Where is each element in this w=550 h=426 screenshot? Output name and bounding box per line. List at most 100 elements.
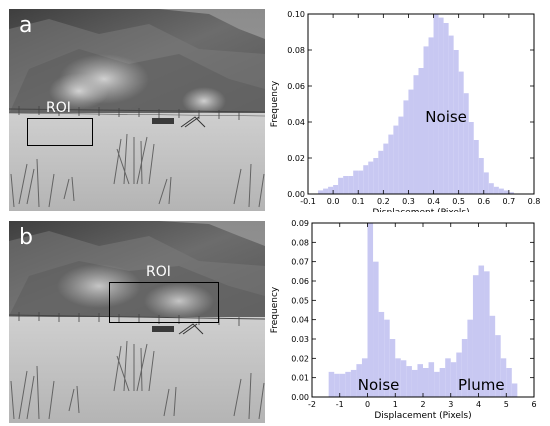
histogram-bar	[423, 46, 429, 195]
histogram-bar	[453, 50, 459, 194]
y-tick-label: 0.03	[291, 335, 309, 344]
histogram-bar	[318, 190, 324, 194]
y-tick-label: 0.06	[287, 82, 305, 91]
x-tick-label: 3	[448, 400, 453, 409]
histogram-bar	[373, 158, 379, 194]
x-tick-label: 0.6	[477, 197, 490, 206]
annotation-label: Plume	[458, 376, 505, 394]
x-tick-label: 0.3	[402, 197, 415, 206]
histogram-bar	[400, 360, 407, 397]
histogram-bar	[473, 140, 479, 194]
landscape-photo-b	[9, 221, 265, 423]
x-tick-label: 5	[504, 400, 509, 409]
histogram-bar	[358, 170, 364, 194]
histogram-bar	[434, 371, 440, 397]
histogram-svg-a: -0.1 0.0 0.1 0.2 0.3 0.4 0.5 0.6 0.7 0.8 0.00 0.02 0…	[270, 10, 540, 212]
histogram-bar	[503, 190, 509, 194]
panel-letter-b: b	[19, 225, 33, 250]
roi-label-b: ROI	[146, 264, 171, 280]
histogram-bar	[488, 183, 494, 194]
y-tick-label: 0.02	[287, 154, 305, 163]
x-tick-label: 6	[531, 400, 536, 409]
y-tick-label: 0.00	[291, 393, 309, 402]
histogram-bar	[333, 185, 339, 194]
y-tick-label: 0.09	[291, 219, 309, 228]
photo-b: b ROI	[9, 221, 265, 423]
histogram-bar	[398, 116, 404, 194]
histogram-bar	[506, 368, 512, 397]
histogram-bar	[388, 134, 394, 194]
x-tick-label: 0	[365, 400, 370, 409]
histogram-bar	[456, 352, 462, 397]
histogram-bar	[356, 364, 362, 397]
histogram-bar	[363, 165, 369, 194]
histogram-bar	[445, 358, 451, 397]
x-tick-label: 0.5	[452, 197, 465, 206]
histogram-bar	[443, 23, 449, 194]
histogram-bar	[403, 100, 409, 194]
histogram-bar	[361, 358, 368, 397]
histogram-bar	[493, 186, 499, 194]
y-tick-label: 0.08	[287, 46, 305, 55]
x-tick-label: 0.1	[352, 197, 365, 206]
histogram-bar	[378, 311, 385, 397]
y-tick-label: 0.07	[291, 258, 309, 267]
histogram-bar	[417, 364, 423, 397]
x-tick-label: 0.0	[327, 197, 340, 206]
histogram-bar	[408, 89, 414, 194]
x-tick-label: 4	[476, 400, 481, 409]
photo-a: a ROI	[9, 9, 265, 211]
histogram-bar	[467, 319, 473, 397]
histogram-bar	[339, 373, 346, 397]
x-tick-label: -2	[308, 400, 316, 409]
histogram-bar	[323, 188, 329, 194]
y-axis-label: Frequency	[270, 80, 280, 127]
y-tick-label: 0.05	[291, 296, 309, 305]
annotation-label: Noise	[358, 376, 400, 394]
histogram-bar	[461, 339, 468, 397]
histogram-bar	[448, 35, 454, 194]
histogram-bar	[498, 188, 504, 194]
histogram-bar	[384, 319, 390, 397]
x-tick-label: -1	[336, 400, 344, 409]
histogram-bar	[411, 369, 418, 397]
histogram-bar	[328, 371, 335, 397]
roi-box-b	[109, 282, 219, 323]
histogram-svg-b: -2 -1 0 1 2 3 4 5 6 0.00 0.01 0.02 0.03 0.04 0.05 0.06 0…	[270, 219, 537, 421]
x-tick-label: -0.1	[300, 197, 316, 206]
histogram-bar	[484, 271, 490, 397]
histogram-bar	[418, 68, 424, 194]
histogram-bar	[406, 366, 412, 397]
histogram-bar	[373, 261, 379, 397]
plot-frame	[307, 13, 535, 195]
histogram-chart-b: -2 -1 0 1 2 3 4 5 6 0.00 0.01 0.02 0.03 0.04 0.05 0.06 0…	[268, 212, 550, 424]
roi-box-a	[27, 118, 93, 146]
x-tick-label: 1	[393, 400, 398, 409]
landscape-photo-a	[9, 9, 265, 211]
y-tick-label: 0.02	[291, 354, 309, 363]
histogram-chart-a: -0.1 0.0 0.1 0.2 0.3 0.4 0.5 0.6 0.7 0.8 0.00 0.02 0…	[268, 0, 550, 212]
x-tick-label: 0.4	[427, 197, 440, 206]
histogram-bar	[413, 75, 419, 194]
y-tick-label: 0.08	[291, 238, 309, 247]
histogram-bar	[458, 71, 464, 194]
histogram-bar	[439, 368, 446, 397]
x-axis-label: Displacement (Pixels)	[374, 411, 471, 421]
histogram-bar	[468, 122, 474, 194]
x-tick-label: 2	[420, 400, 425, 409]
histogram-bar	[367, 223, 374, 397]
histogram-bar	[495, 335, 501, 397]
histogram-bar	[438, 17, 444, 194]
histogram-bar	[483, 172, 489, 194]
y-axis-label: Frequency	[270, 286, 280, 333]
histogram-bar	[368, 161, 374, 194]
histogram-bar	[423, 368, 429, 397]
x-tick-label: 0.7	[503, 197, 516, 206]
histogram-bar	[428, 37, 434, 195]
histogram-bar	[500, 358, 507, 397]
histogram-bar	[345, 371, 351, 397]
histogram-bar	[348, 176, 354, 194]
histogram-bar	[433, 14, 439, 194]
histogram-bar	[463, 93, 469, 194]
histogram-bar	[489, 315, 496, 397]
